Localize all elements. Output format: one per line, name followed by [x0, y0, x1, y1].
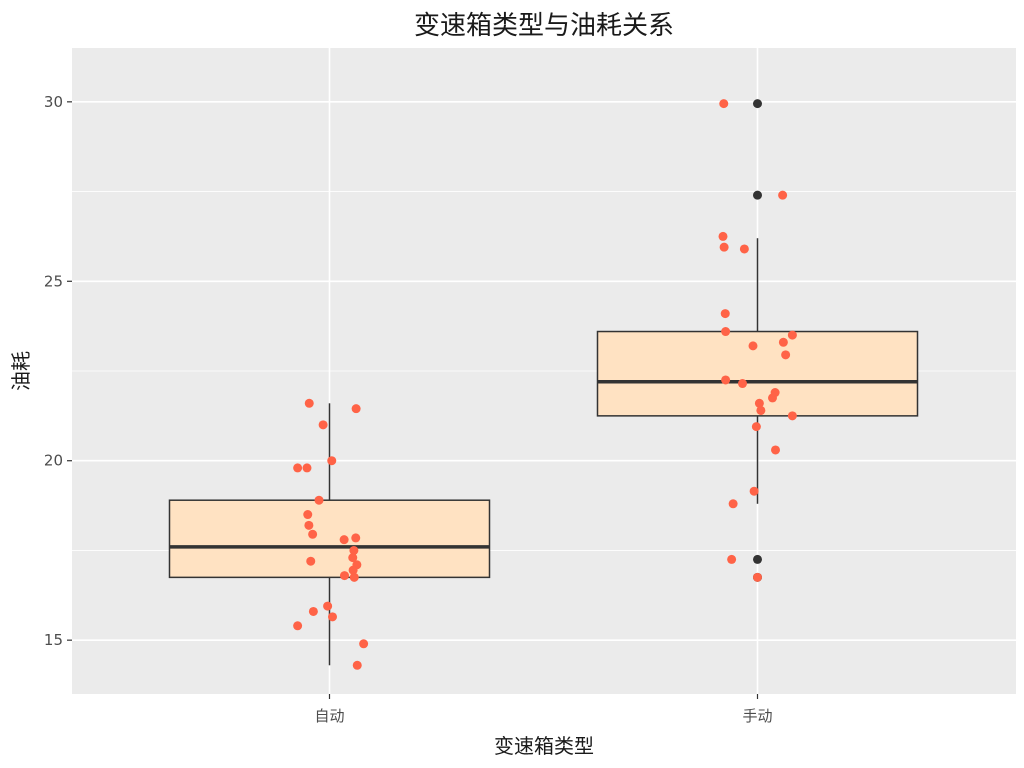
outlier-point [753, 190, 762, 200]
data-point [308, 529, 318, 539]
data-point [719, 242, 729, 252]
data-point [721, 327, 731, 337]
data-point [304, 520, 314, 530]
jitter-points [293, 99, 797, 670]
data-point [787, 330, 797, 340]
outlier-point [753, 554, 762, 564]
y-tick-label: 30 [44, 93, 63, 111]
data-point [340, 571, 349, 581]
data-point [348, 565, 358, 575]
data-point [748, 341, 758, 351]
data-point [754, 398, 764, 408]
data-point [318, 420, 328, 430]
data-point [323, 601, 333, 611]
box-iqr [168, 499, 491, 579]
data-point [778, 190, 788, 200]
data-point [314, 495, 324, 505]
data-point [778, 337, 788, 347]
data-point [349, 572, 359, 582]
data-point [739, 244, 749, 254]
chart-title: 变速箱类型与油耗关系 [414, 11, 674, 41]
data-point [770, 388, 780, 398]
x-tick-label: 自动 [314, 707, 344, 725]
data-point [339, 535, 349, 545]
data-point [351, 533, 361, 543]
data-point [293, 463, 303, 473]
x-tick-label: 手动 [742, 707, 772, 725]
y-tick-label: 15 [44, 631, 63, 649]
axis-ticks: 15 20 25 30 自动 手动 [44, 93, 773, 725]
data-point [781, 350, 791, 360]
data-point [751, 422, 761, 432]
y-tick-label: 20 [44, 452, 63, 470]
data-point [293, 621, 303, 631]
y-axis-title: 油耗 [9, 351, 33, 391]
data-point [351, 404, 361, 414]
data-point [348, 553, 358, 563]
data-point [304, 398, 314, 408]
y-tick-label: 25 [44, 272, 63, 290]
data-point [753, 572, 762, 582]
data-point [727, 554, 737, 564]
data-point [749, 486, 759, 496]
data-point [718, 231, 728, 241]
data-point [306, 556, 316, 566]
data-point [349, 545, 359, 555]
data-point [720, 309, 730, 319]
data-point [308, 606, 318, 616]
data-point [328, 612, 337, 622]
x-axis-title: 变速箱类型 [494, 734, 594, 758]
data-point [352, 660, 362, 670]
data-point [771, 445, 780, 455]
data-point [359, 639, 369, 649]
data-point [719, 99, 729, 109]
box-auto [168, 403, 491, 666]
grid-lines [72, 48, 1016, 694]
data-point [756, 405, 766, 415]
outlier-point [753, 99, 762, 109]
data-point [302, 463, 312, 473]
data-point [303, 510, 313, 520]
data-point [327, 456, 337, 466]
data-point [738, 379, 747, 389]
data-point [728, 499, 738, 509]
data-point [721, 375, 731, 385]
data-point [787, 411, 797, 421]
